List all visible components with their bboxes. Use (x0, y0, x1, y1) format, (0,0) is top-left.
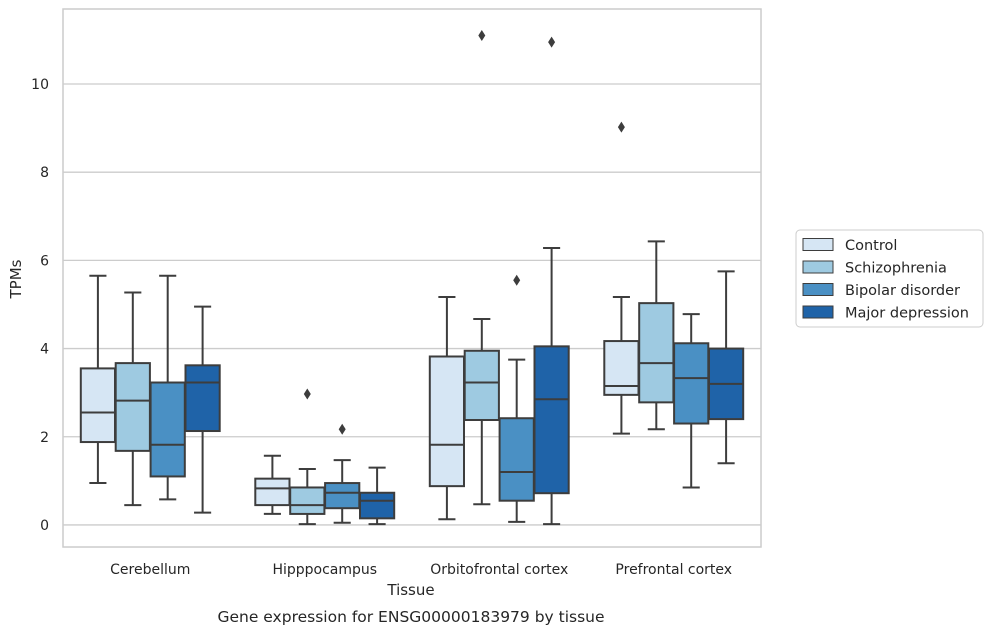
box-iqr (498, 417, 535, 502)
boxes (79, 29, 745, 526)
outlier-point (478, 29, 486, 41)
outlier-point (548, 36, 556, 48)
box-iqr (254, 477, 291, 507)
outlier-point (338, 423, 346, 435)
box-iqr (358, 491, 396, 520)
y-tick-label: 10 (31, 77, 49, 93)
box-plot-element (638, 240, 675, 431)
box-plot-element (533, 36, 570, 526)
x-axis-label: Tissue (386, 581, 434, 599)
legend-label: Bipolar disorder (845, 283, 960, 299)
legend: Control Schizophrenia Bipolar disorder Majo… (795, 229, 984, 328)
legend-swatch (802, 238, 834, 251)
legend-swatch (802, 305, 834, 319)
outlier-point (617, 121, 625, 133)
legend-swatch (802, 283, 834, 296)
x-tick-label: Cerebellum (110, 562, 190, 578)
x-tick-label: Orbitofrontal cortex (430, 562, 568, 578)
y-tick-label: 6 (40, 253, 49, 269)
box-iqr (289, 486, 326, 515)
box-iqr (533, 345, 570, 495)
box-plot-element (254, 454, 291, 515)
y-tick-labels: 0 2 4 6 8 10 (31, 77, 49, 534)
legend-label: Major depression (845, 306, 969, 322)
box-iqr (149, 381, 186, 478)
legend-label: Schizophrenia (845, 261, 947, 277)
plot-frame (62, 8, 762, 548)
y-axis-label: TPMs (7, 259, 25, 299)
legend-swatch (802, 260, 834, 274)
y-tick-label: 8 (40, 165, 49, 181)
box-iqr (428, 355, 466, 488)
x-tick-labels: Cerebellum Hipppocampus Orbitofrontal cort… (110, 562, 732, 578)
box-plot-element (603, 121, 640, 435)
box-iqr (638, 302, 675, 404)
chart-caption: Gene expression for ENSG00000183979 by t… (217, 608, 604, 626)
y-tick-label: 2 (40, 430, 49, 446)
box-iqr (673, 342, 710, 425)
x-tick-label: Prefrontal cortex (615, 562, 732, 578)
box-plot-element (428, 295, 466, 521)
box-iqr (463, 349, 500, 421)
box-plot-element (463, 29, 500, 506)
box-iqr (114, 362, 151, 452)
box-iqr (324, 482, 361, 510)
y-tick-label: 4 (40, 342, 49, 358)
y-tick-label: 0 (40, 518, 49, 534)
box-iqr (79, 367, 117, 444)
box-plot-element (184, 305, 221, 514)
box-plot-element (114, 291, 151, 507)
box-plot-element (358, 466, 396, 526)
box-iqr (184, 364, 221, 433)
outlier-point (513, 274, 521, 286)
legend-frame (795, 229, 984, 328)
legend-label: Control (845, 238, 897, 254)
x-tick-label: Hipppocampus (272, 562, 377, 578)
box-plot-element (707, 270, 745, 465)
box-plot-element (324, 423, 361, 524)
outlier-point (303, 388, 311, 400)
